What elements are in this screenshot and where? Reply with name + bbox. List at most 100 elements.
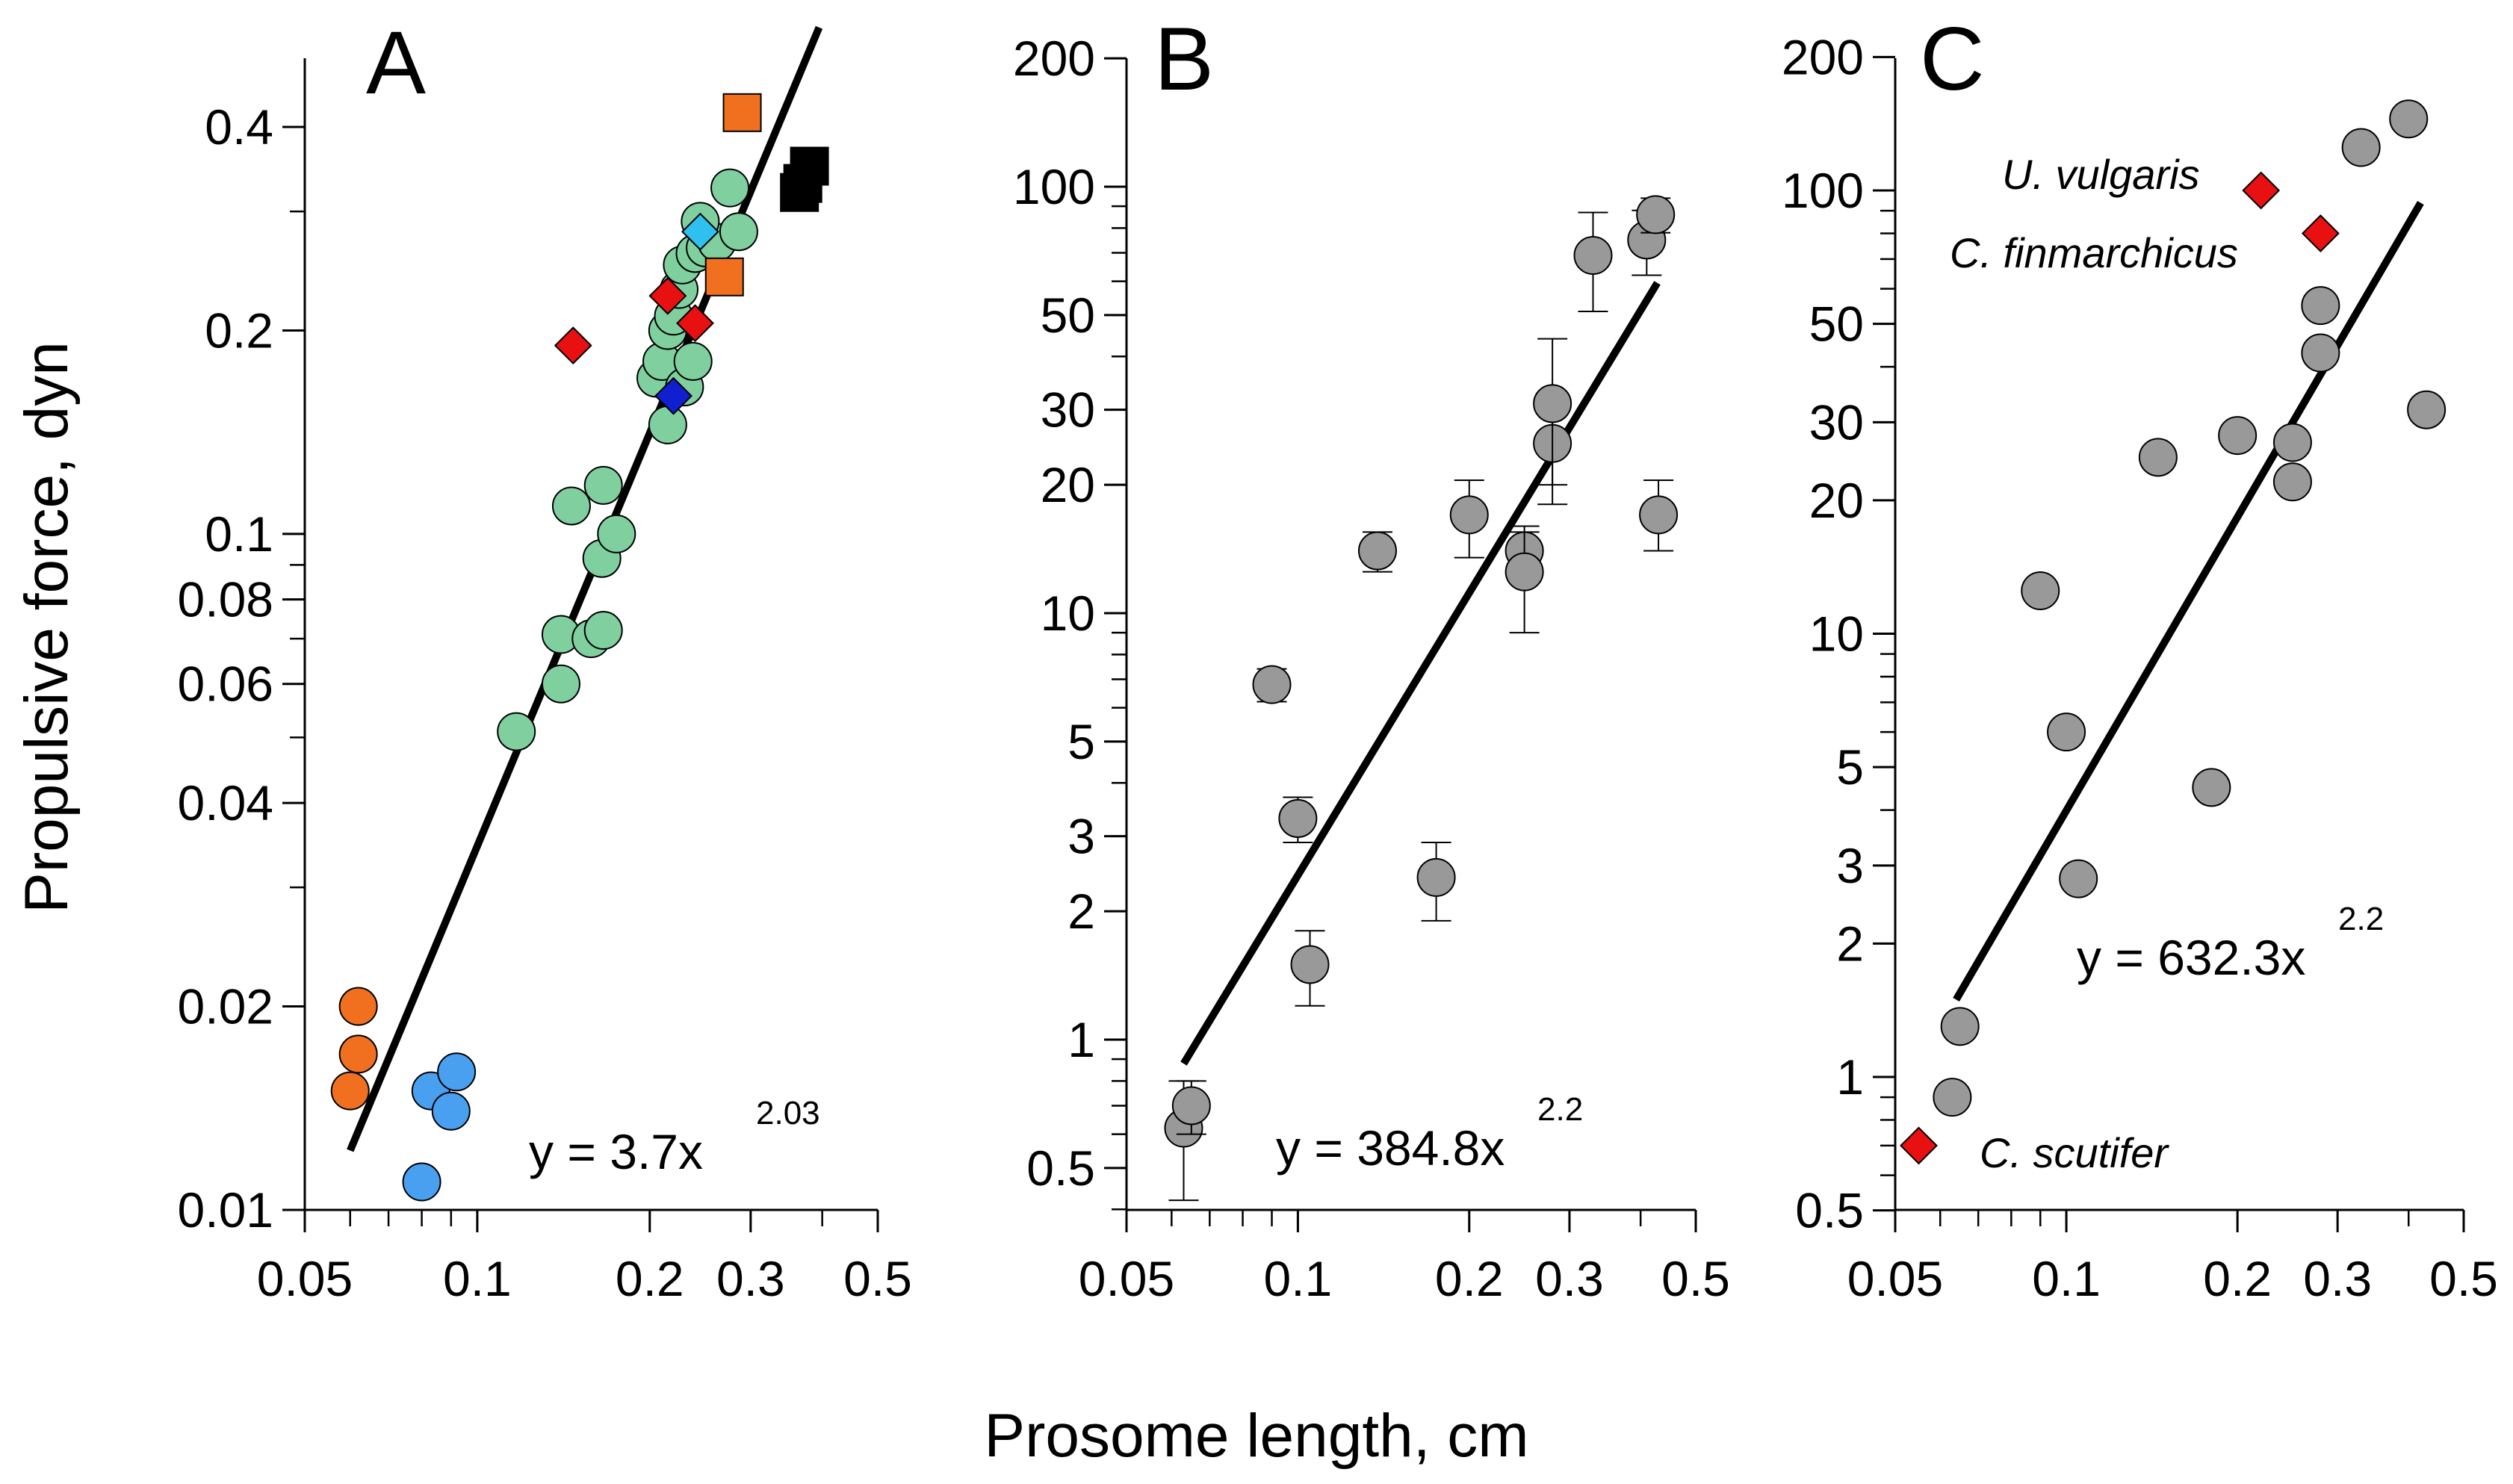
panel-c-equation-exponent: 2.2 [2338,901,2384,937]
panel-a-point [338,987,378,1026]
panel-b-fit-line [1180,281,1661,1066]
panel-a-y-tick-label: 0.2 [205,302,273,358]
panel-b-y-tick-label: 5 [1068,714,1095,769]
panel-b-point [1449,495,1489,535]
panel-a-point [583,465,623,505]
panel-b-point [1533,384,1572,423]
panel-b-point [1278,798,1318,838]
panel-b-x-tick-label: 0.1 [1264,1251,1333,1306]
panel-a-x-tick-label: 0.1 [443,1251,512,1306]
panel-a-x-tick-label: 0.2 [616,1251,684,1306]
panel-b-x-tick-label: 0.2 [1435,1251,1504,1306]
panel-c-y-tick-label: 100 [1782,163,1864,218]
panel-a-point [722,93,762,132]
panel-a: y = 3.7x 2.03 A 0.05 0.1 0.2 0.3 0.5 0.01 0.02 0.… [178,13,912,1306]
panel-b-equation-base: y = 384.8x [1276,1120,1505,1176]
panel-b-y-tick-label: 10 [1041,586,1095,641]
panel-c-point [2341,128,2381,167]
panel-c-point [2138,438,2178,477]
label-c-scutifer: C. scutifer [1980,1129,2169,1176]
panel-a-point [338,1034,378,1074]
panel-a-equation-exponent: 2.03 [756,1095,820,1131]
panel-c-x-tick-label: 0.05 [1847,1251,1943,1306]
panel-b-point [1573,236,1613,276]
panel-a-point [710,168,750,208]
panel-c-point [2407,390,2447,429]
panel-c-letter: C [1920,9,1985,109]
panel-a-point [431,1091,471,1131]
panel-c-point [2272,423,2312,462]
panel-a-point [704,257,744,297]
panel-a-x-tick-label: 0.3 [716,1251,785,1306]
panel-a-equation-base: y = 3.7x [529,1124,703,1179]
panel-c: y = 632.3x 2.2 C U. vulgaris C. finmarchicu… [1782,9,2498,1306]
panel-a-point [676,304,714,343]
panel-a-point [497,712,536,751]
panel-c-y-tick-label: 10 [1809,606,1864,662]
panel-c-point [2301,333,2340,373]
panel-c-y-tick-label: 2 [1836,916,1864,971]
panel-b-point [1290,945,1330,984]
panel-c-point [2218,416,2258,456]
panel-b-y-tick-label: 50 [1041,288,1095,343]
panel-b-point [1171,1086,1211,1126]
panel-a-y-tick-label: 0.4 [205,99,273,155]
panel-a-y-tick-label: 0.02 [178,979,273,1034]
panel-c-point [2059,859,2098,898]
panel-a-point [673,341,713,381]
panel-a-point [330,1071,370,1111]
panel-a-point [681,212,719,251]
panel-c-y-tick-label: 200 [1782,29,1864,84]
panel-b-y-tick-label: 3 [1068,809,1095,864]
panel-a-point [402,1162,441,1202]
panel-c-x-tick-label: 0.5 [2429,1251,2498,1306]
panel-a-y-tick-label: 0.01 [178,1182,273,1238]
panel-b-point [1505,552,1544,592]
panel-a-point [719,212,758,252]
panel-c-x-tick-label: 0.1 [2032,1251,2101,1306]
panel-c-point [2272,462,2312,502]
panel-c-highlight-point [2301,214,2340,252]
panel-c-point [2047,712,2086,752]
panel-a-y-tick-label: 0.04 [178,775,273,831]
label-c-finmarchicus: C. finmarchicus [1950,229,2238,276]
panel-a-x-tick-label: 0.05 [257,1251,353,1306]
panel-b-x-tick-label: 0.5 [1661,1251,1730,1306]
panel-a-point [654,376,692,415]
panel-a-point [551,486,591,526]
panel-c-y-tick-label: 0.5 [1795,1183,1864,1238]
panel-c-point [2389,99,2429,139]
panel-c-highlight-point [2242,171,2281,210]
panel-c-equation: y = 632.3x 2.2 [2077,901,2384,985]
panel-c-point [2021,571,2060,610]
panel-a-point [780,173,819,212]
panel-a-y-tick-label: 0.1 [205,506,273,562]
panel-c-y-tick-label: 20 [1809,473,1864,528]
panel-a-equation: y = 3.7x 2.03 [529,1095,820,1179]
panel-b: y = 384.8x 2.2 B 0.05 0.1 0.2 0.3 0.5 0.5 1 2 3 5 10… [1013,9,1730,1306]
panel-c-y-tick-label: 3 [1836,838,1864,893]
panel-b-x-tick-label: 0.05 [1079,1251,1174,1306]
panel-b-point [1416,857,1456,897]
y-axis-title: Propulsive force, dyn [13,341,81,913]
panel-b-y-tick-label: 30 [1041,382,1095,438]
panel-b-y-tick-label: 20 [1041,457,1095,512]
panel-a-y-tick-label: 0.06 [178,656,273,712]
panel-c-x-tick-label: 0.2 [2203,1251,2272,1306]
panel-b-point [1252,665,1292,704]
panel-b-equation-exponent: 2.2 [1537,1091,1583,1128]
panel-c-y-tick-label: 50 [1809,297,1864,352]
panel-b-y-tick-label: 200 [1013,31,1095,86]
panel-a-point [648,405,687,444]
panel-c-y-tick-label: 1 [1836,1049,1864,1105]
panel-a-point [583,611,623,651]
label-u-vulgaris: U. vulgaris [2002,151,2200,198]
panel-c-highlight-point [1900,1126,1938,1165]
panel-a-point [554,326,592,365]
panel-b-y-tick-label: 2 [1068,884,1095,939]
panel-a-x-tick-label: 0.5 [843,1251,912,1306]
panel-b-point [1636,195,1676,235]
panel-a-point [648,276,687,315]
panel-b-y-tick-label: 100 [1013,159,1095,214]
panel-c-point [1940,1007,1980,1046]
